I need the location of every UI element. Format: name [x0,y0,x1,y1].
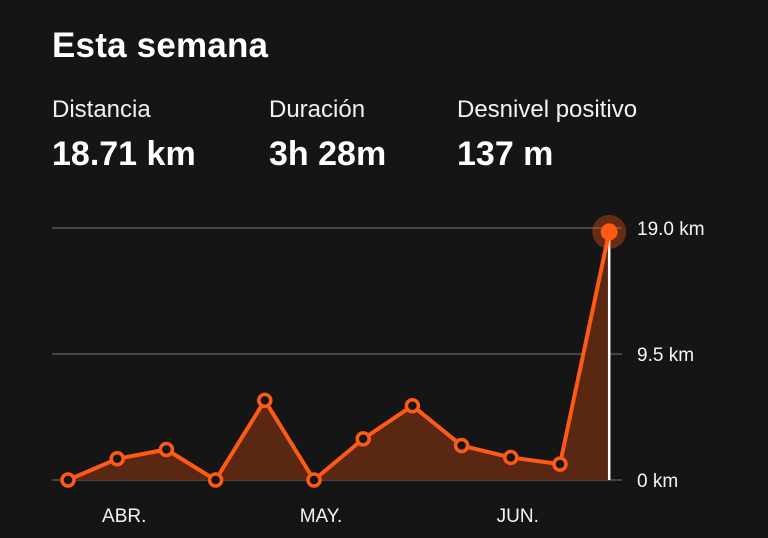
area-fill [68,231,610,480]
elevation-value: 137 m [457,135,554,173]
labels-layer: 19.0 km 9.5 km 0 km ABR. MAY. JUN. [102,219,705,527]
highlighted-point [600,223,618,241]
x-tick-label: MAY. [300,506,343,527]
line-layer [66,229,612,482]
distance-stat: Distancia 18.71 km [52,94,196,176]
data-point [552,456,568,472]
duration-stat: Duración 3h 28m [269,94,386,176]
data-point [60,472,76,488]
page-title: Esta semana [52,26,269,65]
data-point [503,449,519,466]
distance-label: Distancia [52,96,151,123]
y-tick-label: 0 km [637,471,678,492]
data-point [109,451,125,467]
data-point [453,437,470,454]
data-point [207,472,224,488]
data-point [257,392,273,409]
data-point [306,472,322,488]
duration-value: 3h 28m [269,135,387,173]
data-point [158,441,175,458]
data-point [355,431,371,447]
x-tick-label: ABR. [102,506,146,527]
x-tick-label: JUN. [497,506,539,527]
y-tick-label: 19.0 km [637,219,705,240]
elevation-label: Desnivel positivo [457,96,638,123]
series-line [66,229,612,482]
duration-label: Duración [269,96,366,123]
distance-value: 18.71 km [52,135,196,173]
y-tick-label: 9.5 km [637,345,694,366]
points-layer [60,214,627,488]
area-layer [68,231,610,480]
gridlines [52,227,622,481]
data-point [404,397,421,414]
elevation-stat: Desnivel positivo 137 m [457,94,637,176]
